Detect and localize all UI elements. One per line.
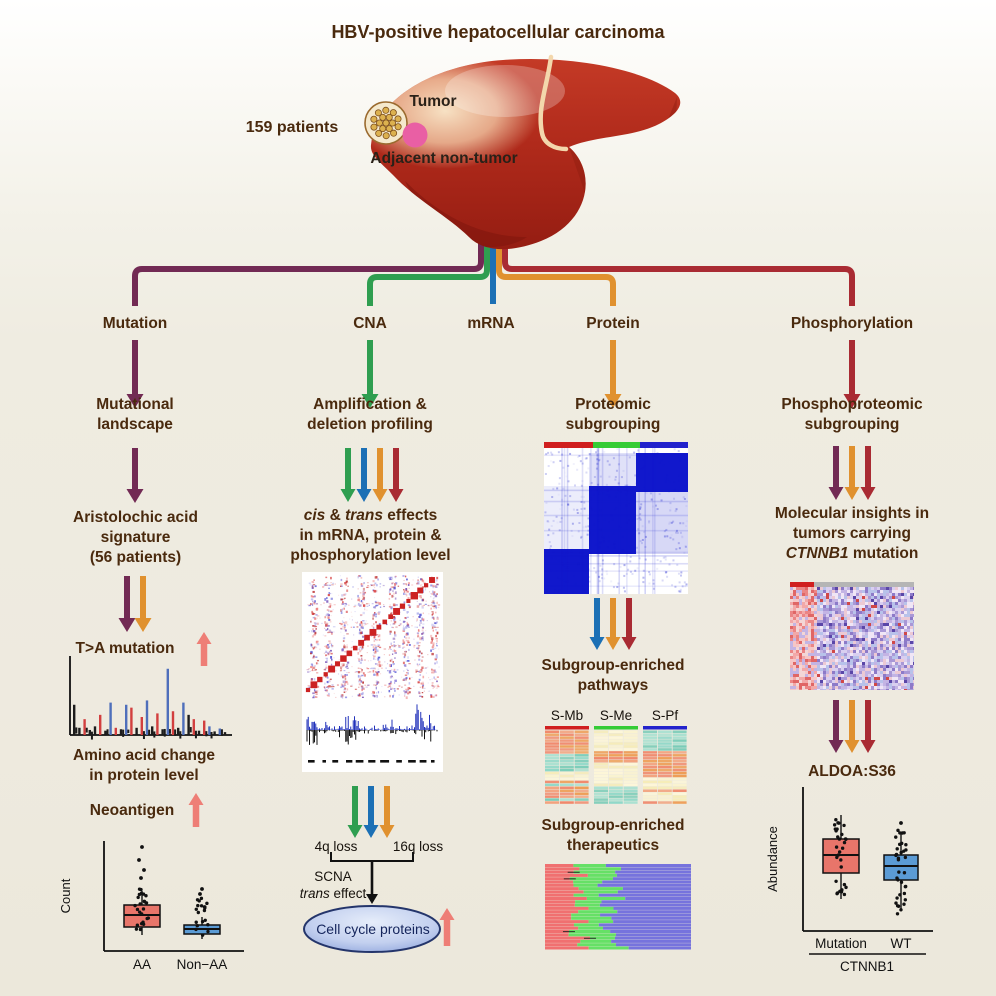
tumor-dots xyxy=(370,106,402,140)
mutation-signature-chart xyxy=(69,656,232,740)
aldoa-s36-label: ALDOA:S36 xyxy=(808,763,896,780)
amino-acid-change-label: Amino acid change in protein level xyxy=(72,747,216,784)
branch-label-cna: CNA xyxy=(353,315,387,332)
adjacent-nontumor-circle xyxy=(402,122,428,148)
scna-trans-effect-label: SCNA trans effect xyxy=(299,869,367,901)
branch-label-protein: Protein xyxy=(586,315,640,332)
proteomic-subgrouping-label: Proteomic subgrouping xyxy=(565,396,661,433)
patients-count-label: 159 patients xyxy=(245,119,339,136)
page-title: HBV-positive hepatocellular carcinoma xyxy=(331,22,665,42)
mutational-landscape-label: Mutational landscape xyxy=(96,396,174,433)
therapeutics-stacked-bars xyxy=(545,864,691,950)
aldoa-cat-wt: WT xyxy=(891,936,912,951)
panel-label-sme: S-Me xyxy=(599,708,633,723)
neo-cat-aa: AA xyxy=(133,957,151,972)
branch-label-phosphorylation: Phosphorylation xyxy=(790,315,914,332)
aldoa-cat-mutation: Mutation xyxy=(815,936,867,951)
aldoa-boxplot: Abundance Mutation WT CTNNB1 xyxy=(765,787,933,974)
liver-illustration xyxy=(364,54,681,250)
molecular-insights-label: Molecular insights in tumors carrying CT… xyxy=(774,505,930,562)
subgroup-therapeutics-label: Subgroup-enriched therapeutics xyxy=(541,817,685,854)
ctnnb1-heatmap xyxy=(790,582,914,690)
falciform-ligament xyxy=(538,54,569,152)
cell-cycle-bubble xyxy=(303,905,441,953)
pathway-heatmap-panels xyxy=(545,726,687,804)
amplification-deletion-label: Amplification & deletion profiling xyxy=(307,396,433,433)
branch-label-mrna: mRNA xyxy=(467,315,515,332)
subgroup-pathways-label: Subgroup-enriched pathways xyxy=(541,657,685,694)
cis-trans-effects-label: cis & trans effects in mRNA, protein & p… xyxy=(290,507,451,564)
neo-ylabel: Count xyxy=(58,878,73,913)
aristolochic-signature-label: Aristolochic acid signature (56 patients) xyxy=(73,509,198,566)
proteomic-consensus-heatmap xyxy=(544,442,688,594)
phosphoproteomic-subgrouping-label: Phosphoproteomic subgrouping xyxy=(781,396,923,433)
aldoa-ylabel: Abundance xyxy=(765,826,780,892)
neoantigen-boxplot: Count AA Non−AA xyxy=(58,841,244,972)
tumor-label: Tumor xyxy=(409,93,457,110)
branch-label-mutation: Mutation xyxy=(102,315,168,332)
neoantigen-label: Neoantigen xyxy=(89,802,175,819)
cis-trans-heatmap xyxy=(302,572,443,772)
neo-cat-nonaa: Non−AA xyxy=(177,957,228,972)
panel-label-smb: S-Mb xyxy=(550,708,584,723)
panel-label-spf: S-Pf xyxy=(651,708,679,723)
ta-mutation-label: T>A mutation xyxy=(75,640,175,657)
loss-16q-label: 16q loss xyxy=(392,839,444,854)
cell-cycle-proteins-label: Cell cycle proteins xyxy=(316,921,430,937)
adjacent-nontumor-label: Adjacent non-tumor xyxy=(370,150,518,167)
loss-4q-label: 4q loss xyxy=(314,839,358,854)
aldoa-group-label: CTNNB1 xyxy=(840,959,894,974)
